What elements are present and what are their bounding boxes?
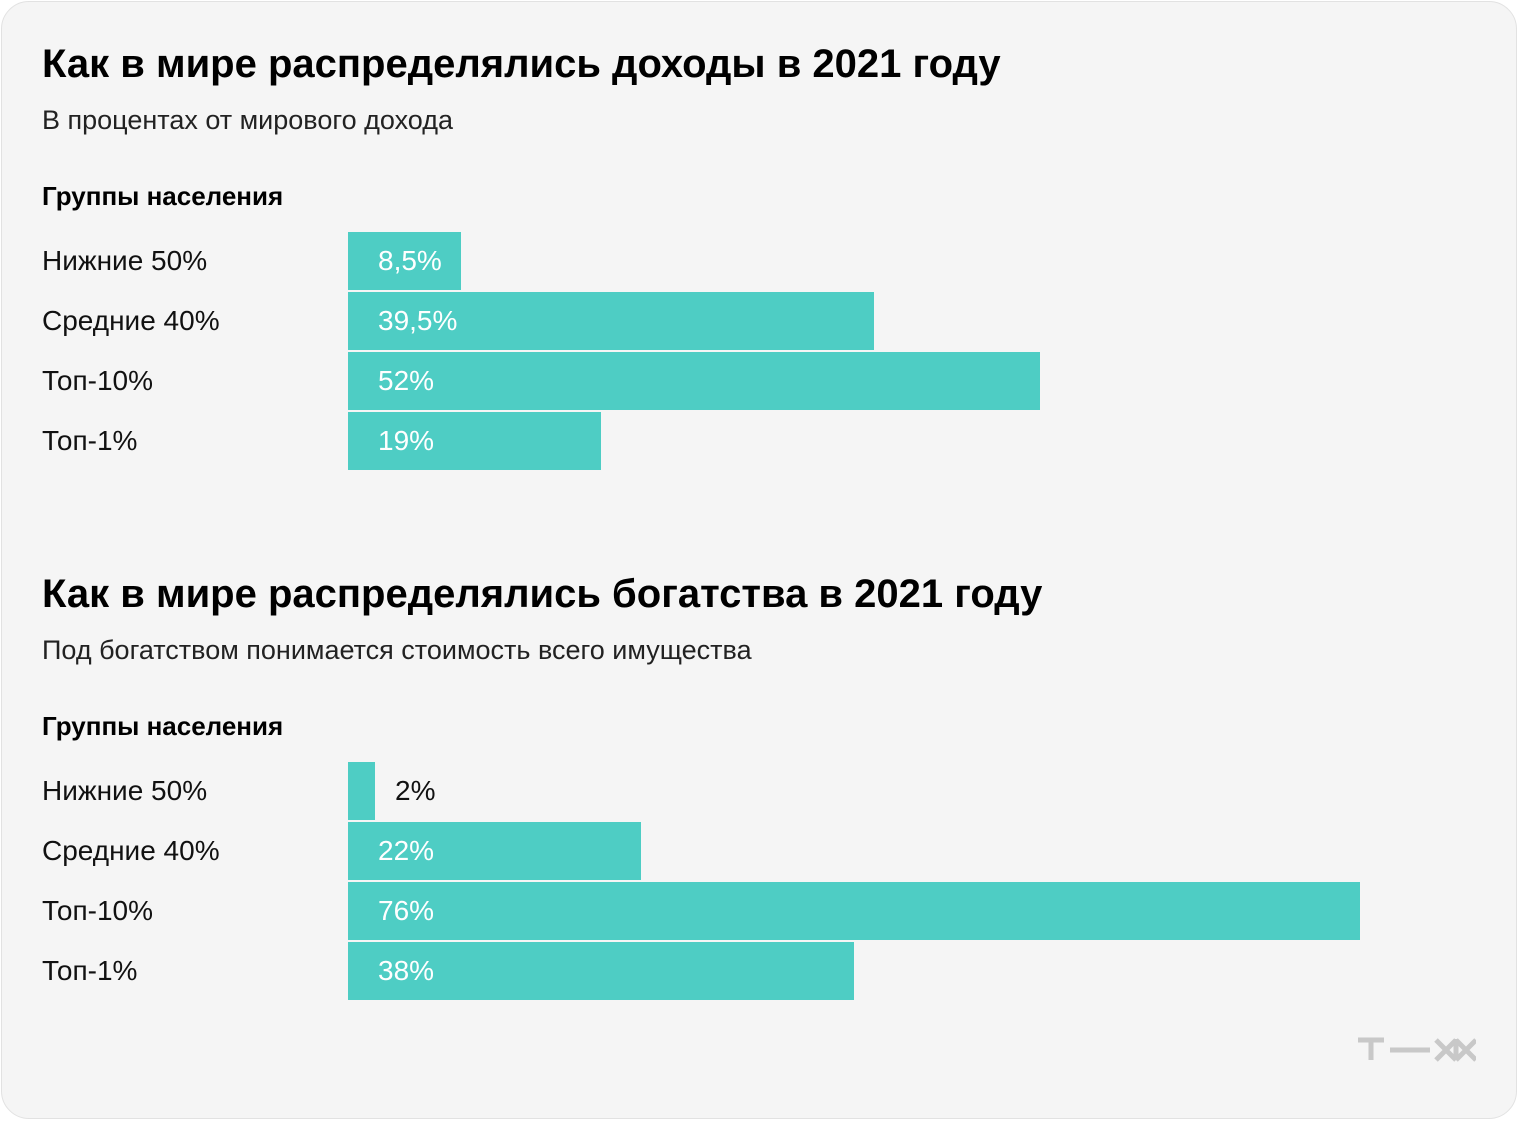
bar-row: Нижние 50% 2% bbox=[2, 762, 1518, 820]
category-axis-label: Группы населения bbox=[42, 711, 284, 741]
category-label: Топ-1% bbox=[42, 425, 138, 456]
bar bbox=[348, 822, 641, 880]
bar-row: Топ-1% 19% bbox=[2, 412, 1518, 470]
bar bbox=[348, 942, 854, 1000]
bar bbox=[348, 882, 1360, 940]
bar bbox=[348, 762, 375, 820]
category-label: Нижние 50% bbox=[42, 245, 208, 276]
income-chart: Как в мире распределялись доходы в 2021 … bbox=[2, 38, 1518, 538]
value-label: 52% bbox=[378, 365, 435, 396]
category-axis-label: Группы населения bbox=[42, 181, 284, 211]
bar-row: Средние 40% 22% bbox=[2, 822, 1518, 880]
category-label: Топ-10% bbox=[42, 365, 154, 396]
category-label: Нижние 50% bbox=[42, 775, 208, 806]
bar bbox=[348, 232, 461, 290]
bar bbox=[348, 412, 601, 470]
category-label: Топ-10% bbox=[42, 895, 154, 926]
bar bbox=[348, 292, 874, 350]
wealth-chart: Как в мире распределялись богатства в 20… bbox=[2, 568, 1518, 1068]
bar bbox=[348, 352, 1040, 410]
bar-row: Топ-1% 38% bbox=[2, 942, 1518, 1000]
value-label: 8,5% bbox=[378, 245, 442, 276]
bar-row: Средние 40% 39,5% bbox=[2, 292, 1518, 350]
value-label: 22% bbox=[378, 835, 435, 866]
chart-subtitle: В процентах от мирового дохода bbox=[42, 105, 453, 135]
value-label: 38% bbox=[378, 955, 435, 986]
value-label: 39,5% bbox=[378, 305, 458, 336]
chart-subtitle: Под богатством понимается стоимость всег… bbox=[42, 635, 752, 665]
tzh-logo-icon bbox=[1358, 1037, 1476, 1062]
bar-row: Топ-10% 76% bbox=[2, 882, 1518, 940]
value-label: 76% bbox=[378, 895, 435, 926]
category-label: Средние 40% bbox=[42, 305, 220, 336]
value-label: 2% bbox=[395, 775, 436, 806]
value-label: 19% bbox=[378, 425, 435, 456]
bar-row: Нижние 50% 8,5% bbox=[2, 232, 1518, 290]
chart-title: Как в мире распределялись доходы в 2021 … bbox=[42, 42, 1001, 86]
chart-title: Как в мире распределялись богатства в 20… bbox=[42, 572, 1043, 616]
category-label: Топ-1% bbox=[42, 955, 138, 986]
category-label: Средние 40% bbox=[42, 835, 220, 866]
bar-row: Топ-10% 52% bbox=[2, 352, 1518, 410]
